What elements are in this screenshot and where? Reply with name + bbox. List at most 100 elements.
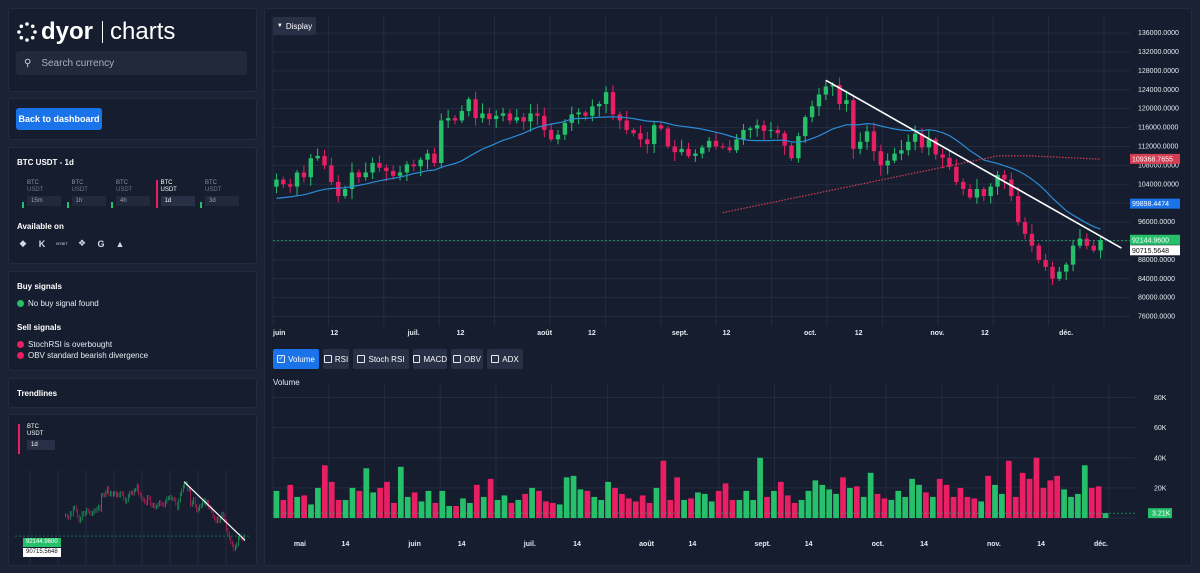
volume-bar[interactable] bbox=[950, 496, 957, 518]
timeframe-tab-3d[interactable]: BTC USDT 3d bbox=[200, 180, 245, 208]
volume-bar[interactable] bbox=[805, 490, 812, 518]
volume-bar[interactable] bbox=[515, 499, 522, 518]
candle-body[interactable] bbox=[892, 153, 897, 161]
candle-body[interactable] bbox=[439, 120, 444, 164]
candle-body[interactable] bbox=[1022, 222, 1028, 234]
candle-body[interactable] bbox=[274, 179, 279, 187]
candle-body[interactable] bbox=[377, 163, 382, 168]
volume-bar[interactable] bbox=[1047, 480, 1054, 518]
candle-body[interactable] bbox=[809, 106, 815, 118]
indicator-toggle-rsi[interactable]: RSI bbox=[323, 349, 349, 369]
candle-body[interactable] bbox=[954, 166, 959, 182]
candle-body[interactable] bbox=[363, 172, 368, 178]
candle-body[interactable] bbox=[871, 131, 877, 152]
volume-bar[interactable] bbox=[301, 495, 307, 518]
volume-bar[interactable] bbox=[826, 489, 833, 518]
candle-body[interactable] bbox=[803, 117, 808, 137]
candle-body[interactable] bbox=[1057, 271, 1062, 279]
timeframe-tab-15m[interactable]: BTC USDT 15m bbox=[22, 180, 67, 208]
candle-body[interactable] bbox=[754, 125, 760, 129]
volume-bar[interactable] bbox=[957, 487, 964, 518]
candle-body[interactable] bbox=[452, 118, 458, 121]
candle-body[interactable] bbox=[645, 139, 650, 145]
okx-icon[interactable]: ❖ bbox=[77, 238, 87, 248]
volume-bar[interactable] bbox=[460, 498, 466, 518]
volume-bar[interactable] bbox=[404, 496, 411, 518]
volume-bar[interactable] bbox=[1019, 472, 1026, 518]
indicator-toggle-volume[interactable]: ✓ Volume bbox=[273, 349, 319, 369]
volume-bar[interactable] bbox=[418, 501, 425, 518]
volume-bar[interactable] bbox=[480, 496, 487, 518]
candle-body[interactable] bbox=[1002, 174, 1007, 180]
volume-bar[interactable] bbox=[1075, 493, 1081, 518]
volume-bar[interactable] bbox=[847, 487, 853, 518]
candle-body[interactable] bbox=[1015, 196, 1021, 223]
candle-body[interactable] bbox=[390, 171, 396, 176]
volume-bar[interactable] bbox=[363, 468, 370, 518]
candle-body[interactable] bbox=[940, 154, 945, 158]
candle-body[interactable] bbox=[789, 145, 794, 159]
candle-body[interactable] bbox=[816, 94, 822, 107]
candle-body[interactable] bbox=[1098, 240, 1103, 251]
volume-bar[interactable] bbox=[294, 496, 301, 518]
volume-bar[interactable] bbox=[342, 499, 349, 518]
candle-body[interactable] bbox=[562, 122, 568, 135]
candle-body[interactable] bbox=[995, 174, 1000, 187]
candle-body[interactable] bbox=[397, 172, 403, 176]
volume-chart[interactable]: 80K 60K 40K 20K mai 14 juin 14 juil. 14 août 14 sept… bbox=[264, 385, 1192, 555]
volume-bar[interactable] bbox=[467, 502, 473, 518]
volume-bar[interactable] bbox=[1061, 489, 1067, 518]
candle-body[interactable] bbox=[906, 141, 911, 151]
volume-bar[interactable] bbox=[1033, 457, 1040, 518]
volume-bar[interactable] bbox=[425, 490, 432, 518]
display-button[interactable]: ▼ Display bbox=[273, 17, 316, 35]
volume-bar[interactable] bbox=[473, 484, 480, 518]
bybit-icon[interactable]: BYBIT bbox=[56, 241, 68, 246]
volume-bar[interactable] bbox=[695, 492, 701, 518]
volume-bar[interactable] bbox=[453, 505, 459, 518]
candle-body[interactable] bbox=[761, 125, 767, 131]
volume-bar[interactable] bbox=[598, 499, 605, 518]
indicator-toggle-macd[interactable]: MACD bbox=[413, 349, 447, 369]
volume-bar[interactable] bbox=[321, 465, 328, 518]
volume-bar[interactable] bbox=[653, 487, 660, 518]
candle-body[interactable] bbox=[576, 112, 581, 115]
volume-bar[interactable] bbox=[632, 501, 639, 518]
volume-bar[interactable] bbox=[446, 505, 453, 518]
volume-bar[interactable] bbox=[881, 498, 888, 518]
candle-body[interactable] bbox=[912, 133, 918, 142]
volume-bar[interactable] bbox=[784, 495, 791, 518]
volume-bar[interactable] bbox=[1040, 487, 1047, 518]
timeframe-tab-4h[interactable]: BTC USDT 4h bbox=[111, 180, 156, 208]
volume-bar[interactable] bbox=[888, 499, 895, 518]
candle-body[interactable] bbox=[727, 147, 732, 151]
volume-bar[interactable] bbox=[591, 496, 598, 518]
volume-bar[interactable] bbox=[384, 481, 390, 518]
candle-body[interactable] bbox=[583, 112, 588, 116]
volume-bar[interactable] bbox=[1005, 460, 1012, 518]
volume-bar[interactable] bbox=[853, 486, 860, 518]
candle-body[interactable] bbox=[741, 129, 746, 140]
candle-body[interactable] bbox=[700, 147, 705, 154]
app-logo[interactable]: dyor charts bbox=[16, 18, 175, 46]
volume-bar[interactable] bbox=[1054, 475, 1061, 518]
volume-bar[interactable] bbox=[708, 501, 715, 518]
volume-bar[interactable] bbox=[964, 496, 971, 518]
volume-bar[interactable] bbox=[667, 499, 674, 518]
candle-body[interactable] bbox=[981, 188, 987, 197]
indicator-toggle-obv[interactable]: OBV bbox=[451, 349, 483, 369]
volume-bar[interactable] bbox=[349, 487, 356, 518]
candle-body[interactable] bbox=[967, 188, 973, 198]
volume-bar[interactable] bbox=[522, 493, 529, 518]
volume-bar[interactable] bbox=[833, 493, 839, 518]
candle-body[interactable] bbox=[294, 172, 300, 187]
candle-body[interactable] bbox=[1050, 266, 1055, 279]
candle-body[interactable] bbox=[418, 159, 423, 167]
volume-bar[interactable] bbox=[370, 492, 377, 518]
candle-body[interactable] bbox=[1029, 233, 1035, 246]
volume-bar[interactable] bbox=[722, 483, 729, 518]
candle-body[interactable] bbox=[548, 129, 554, 140]
volume-bar[interactable] bbox=[1081, 465, 1088, 518]
candle-body[interactable] bbox=[1070, 245, 1076, 265]
candle-body[interactable] bbox=[796, 136, 801, 159]
